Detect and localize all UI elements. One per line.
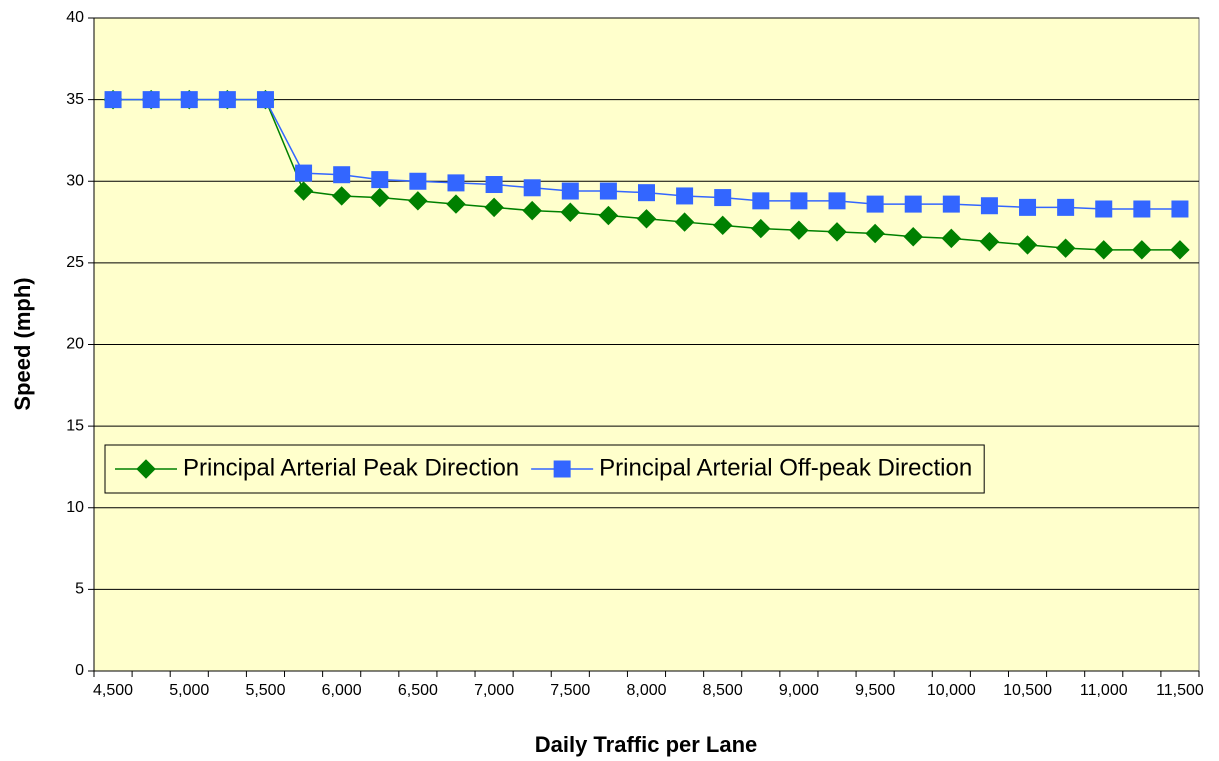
- y-tick-label: 40: [66, 9, 84, 26]
- data-point: [1133, 200, 1151, 218]
- x-tick-label: 11,000: [1080, 682, 1128, 699]
- data-point: [636, 209, 657, 229]
- data-point: [104, 91, 122, 109]
- data-point: [941, 228, 962, 249]
- x-tick-label: 9,500: [855, 682, 895, 699]
- data-point: [674, 212, 695, 232]
- data-point: [484, 197, 504, 218]
- data-point: [790, 192, 808, 210]
- data-point: [218, 91, 236, 109]
- data-point: [1094, 240, 1114, 260]
- data-point: [1095, 200, 1113, 218]
- y-tick-label: 30: [66, 172, 84, 189]
- x-axis-title: Daily Traffic per Lane: [535, 732, 758, 757]
- legend-label: Principal Arterial Peak Direction: [183, 454, 519, 481]
- data-point: [638, 184, 655, 202]
- data-point: [903, 227, 923, 247]
- data-point: [180, 91, 198, 109]
- data-point: [865, 223, 885, 244]
- data-point: [295, 164, 313, 182]
- data-point: [980, 197, 998, 215]
- legend-marker: [553, 460, 571, 478]
- y-tick-label: 0: [75, 662, 84, 679]
- x-tick-label: 7,500: [550, 682, 590, 699]
- data-point: [752, 192, 770, 210]
- data-point: [979, 231, 1000, 252]
- x-tick-label: 4,500: [93, 682, 133, 699]
- x-tick-label: 10,000: [927, 682, 976, 699]
- data-point: [1055, 238, 1076, 258]
- data-point: [599, 182, 617, 200]
- data-point: [1170, 240, 1190, 260]
- data-point: [142, 91, 160, 109]
- y-tick-label: 15: [66, 417, 84, 434]
- data-point: [333, 166, 351, 184]
- y-axis-title: Speed (mph): [10, 277, 35, 410]
- data-point: [256, 91, 274, 109]
- data-point: [866, 195, 884, 213]
- data-point: [560, 202, 581, 222]
- x-tick-label: 6,000: [322, 682, 362, 699]
- data-point: [409, 172, 427, 190]
- legend-label: Principal Arterial Off-peak Direction: [599, 454, 972, 481]
- y-tick-label: 10: [66, 499, 84, 516]
- data-point: [1019, 198, 1037, 216]
- data-point: [293, 181, 314, 201]
- data-point: [485, 176, 503, 194]
- data-point: [598, 205, 619, 226]
- data-point: [523, 179, 541, 197]
- legend-marker: [136, 459, 156, 479]
- data-point: [789, 220, 809, 240]
- x-tick-label: 7,000: [474, 682, 514, 699]
- data-point: [676, 187, 694, 205]
- legend-box: [104, 444, 985, 494]
- x-tick-label: 8,500: [703, 682, 743, 699]
- x-tick-label: 10,500: [1003, 682, 1052, 699]
- x-tick-label: 6,500: [398, 682, 438, 699]
- data-point: [904, 195, 922, 213]
- data-point: [751, 218, 771, 239]
- data-point: [1017, 235, 1038, 255]
- data-point: [712, 215, 733, 236]
- data-point: [827, 222, 847, 242]
- x-tick-label: 5,000: [169, 682, 209, 699]
- y-tick-label: 25: [66, 254, 84, 271]
- y-tick-label: 35: [66, 91, 84, 108]
- legend: Principal Arterial Peak Direction Princip…: [104, 444, 985, 494]
- data-point: [1171, 200, 1189, 218]
- data-point: [446, 194, 466, 214]
- y-tick-label: 5: [75, 581, 84, 598]
- data-point: [331, 186, 352, 206]
- data-point: [447, 174, 465, 192]
- x-tick-label: 8,000: [626, 682, 666, 699]
- data-point: [522, 200, 542, 221]
- data-point: [371, 171, 389, 189]
- x-tick-label: 9,000: [779, 682, 819, 699]
- x-tick-label: 11,500: [1156, 682, 1204, 699]
- data-point: [408, 191, 428, 211]
- y-tick-label: 20: [66, 336, 84, 353]
- data-point: [370, 187, 390, 208]
- data-point: [1132, 240, 1152, 260]
- x-tick-label: 5,500: [245, 682, 285, 699]
- data-point: [942, 195, 960, 213]
- data-point: [1057, 198, 1075, 216]
- data-point: [828, 192, 846, 210]
- data-point: [561, 182, 579, 200]
- data-point: [714, 189, 732, 207]
